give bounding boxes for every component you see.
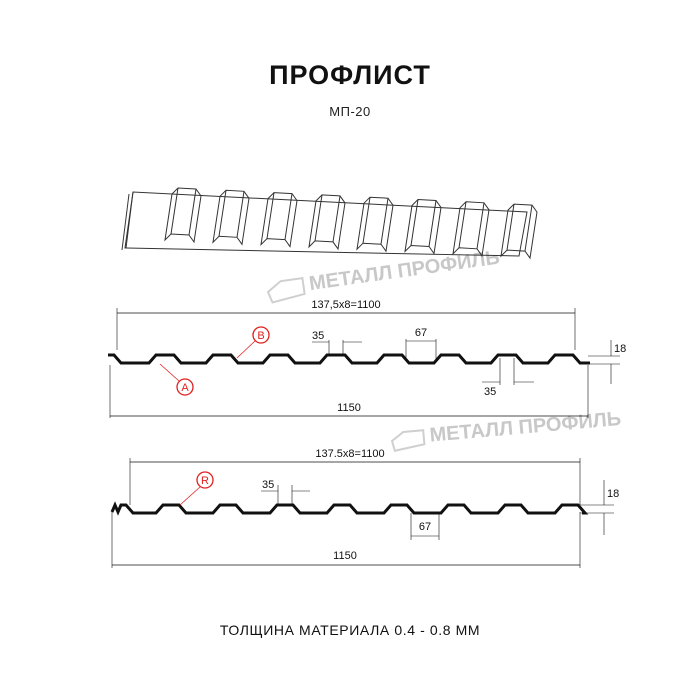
crest-width-label: 35 [312,330,324,342]
svg-text:МЕТАЛЛ ПРОФИЛЬ: МЕТАЛЛ ПРОФИЛЬ [429,408,622,447]
marker-a: A [181,382,189,394]
watermark-middle: МЕТАЛЛ ПРОФИЛЬ [390,408,622,452]
pitch-label: 137,5x8=1100 [311,299,380,311]
base-width-label: 67 [415,327,427,339]
sheet-rib [458,201,485,249]
sheet-rib [218,190,245,238]
marker-b: B [257,330,264,342]
sheet-rib [260,192,298,248]
page-subtitle: МП-20 [329,104,371,119]
profile-a: 137,5x8=1100 1150 35 67 35 18 [108,299,626,418]
material-thickness: ТОЛЩИНА МАТЕРИАЛА 0.4 - 0.8 ММ [219,622,481,638]
sheet-rib [314,194,341,242]
sheet-rib [362,197,389,245]
sheet-rib [356,196,394,253]
height-label: 18 [614,343,626,355]
profile-r: 137.5x8=1100 1150 35 67 18 R [110,448,619,568]
sheet-rib [212,189,250,246]
sheet-rib [452,201,490,258]
profile-a-line [108,353,590,365]
sheet-rib [170,187,197,236]
sheet-rib [410,199,437,247]
crest-width-label: 35 [262,479,274,491]
marker-r: R [201,475,209,487]
sheet-rib [308,194,346,251]
width-label: 1150 [337,402,361,414]
profile-r-line [110,501,589,516]
sheet-rib [121,191,134,251]
width-label: 1150 [333,550,357,562]
sheet-3d-view [121,187,538,260]
base-width-label: 67 [419,521,431,533]
sheet-rib [500,203,538,260]
sheet-rib [506,204,533,252]
pitch-label: 137.5x8=1100 [315,448,384,460]
sheet-rib [266,192,293,240]
sheet-rib [404,198,442,255]
valley-width-label: 35 [484,386,496,398]
page-title: ПРОФЛИСТ [269,60,431,90]
height-label: 18 [607,488,619,500]
sheet-rib [164,187,202,244]
